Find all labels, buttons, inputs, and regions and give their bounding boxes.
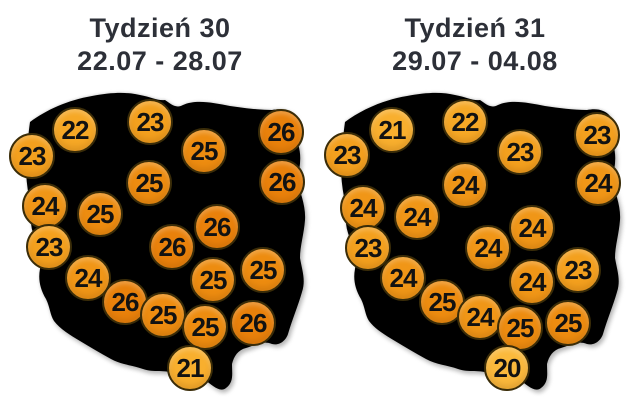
map-area: 21 22 23 23 23 24 24 24 24 23 24 24 24 23 24 25 24 25 25 20 bbox=[324, 88, 625, 403]
date-range-label: 22.07 - 28.07 bbox=[77, 46, 243, 76]
week-label: Tydzień 30 bbox=[89, 13, 231, 43]
temperature-marker: 24 bbox=[509, 205, 555, 251]
temperature-marker: 23 bbox=[574, 112, 620, 158]
temperature-marker: 24 bbox=[509, 259, 555, 305]
map-title-week-30: Tydzień 30 22.07 - 28.07 bbox=[10, 0, 310, 78]
temperature-marker: 26 bbox=[258, 109, 304, 155]
temperature-marker: 20 bbox=[484, 345, 530, 391]
temperature-marker: 25 bbox=[140, 292, 186, 338]
temperature-marker: 26 bbox=[259, 159, 305, 205]
temperature-marker: 25 bbox=[190, 257, 236, 303]
temperature-marker: 24 bbox=[22, 183, 68, 229]
temperature-markers-layer: 21 22 23 23 23 24 24 24 24 23 24 24 24 23 24 25 24 25 25 20 bbox=[324, 88, 625, 403]
temperature-marker: 24 bbox=[442, 162, 488, 208]
temperature-marker: 23 bbox=[555, 247, 601, 293]
temperature-marker: 24 bbox=[340, 185, 386, 231]
temperature-marker: 24 bbox=[394, 194, 440, 240]
temperature-marker: 23 bbox=[345, 225, 391, 271]
map-area: 22 23 26 23 25 25 26 24 25 23 26 26 24 25 25 26 25 26 25 21 bbox=[9, 88, 310, 403]
temperature-marker: 25 bbox=[181, 128, 227, 174]
map-section-week-31: Tydzień 31 29.07 - 04.08 21 22 23 23 23 24 24 2… bbox=[324, 0, 625, 418]
temperature-markers-layer: 22 23 26 23 25 25 26 24 25 23 26 26 24 25 25 26 25 26 25 21 bbox=[9, 88, 310, 403]
temperature-marker: 22 bbox=[52, 107, 98, 153]
temperature-marker: 21 bbox=[369, 107, 415, 153]
temperature-marker: 21 bbox=[167, 345, 213, 391]
temperature-marker: 25 bbox=[182, 304, 228, 350]
temperature-marker: 26 bbox=[194, 204, 240, 250]
temperature-marker: 23 bbox=[127, 99, 173, 145]
temperature-marker: 24 bbox=[65, 255, 111, 301]
temperature-marker: 23 bbox=[26, 224, 72, 270]
temperature-marker: 23 bbox=[9, 133, 55, 179]
temperature-marker: 26 bbox=[149, 224, 195, 270]
temperature-marker: 22 bbox=[442, 99, 488, 145]
temperature-marker: 23 bbox=[324, 132, 370, 178]
temperature-marker: 24 bbox=[380, 255, 426, 301]
temperature-marker: 25 bbox=[240, 247, 286, 293]
temperature-marker: 23 bbox=[497, 129, 543, 175]
temperature-marker: 25 bbox=[545, 300, 591, 346]
temperature-marker: 24 bbox=[457, 294, 503, 340]
temperature-marker: 25 bbox=[497, 305, 543, 351]
week-label: Tydzień 31 bbox=[404, 13, 546, 43]
date-range-label: 29.07 - 04.08 bbox=[392, 46, 558, 76]
temperature-marker: 25 bbox=[126, 160, 172, 206]
temperature-marker: 24 bbox=[465, 225, 511, 271]
temperature-marker: 25 bbox=[77, 191, 123, 237]
map-title-week-31: Tydzień 31 29.07 - 04.08 bbox=[325, 0, 625, 78]
map-section-week-30: Tydzień 30 22.07 - 28.07 22 23 26 23 25 25 26 2… bbox=[9, 0, 310, 418]
temperature-marker: 24 bbox=[575, 160, 621, 206]
temperature-marker: 26 bbox=[230, 300, 276, 346]
